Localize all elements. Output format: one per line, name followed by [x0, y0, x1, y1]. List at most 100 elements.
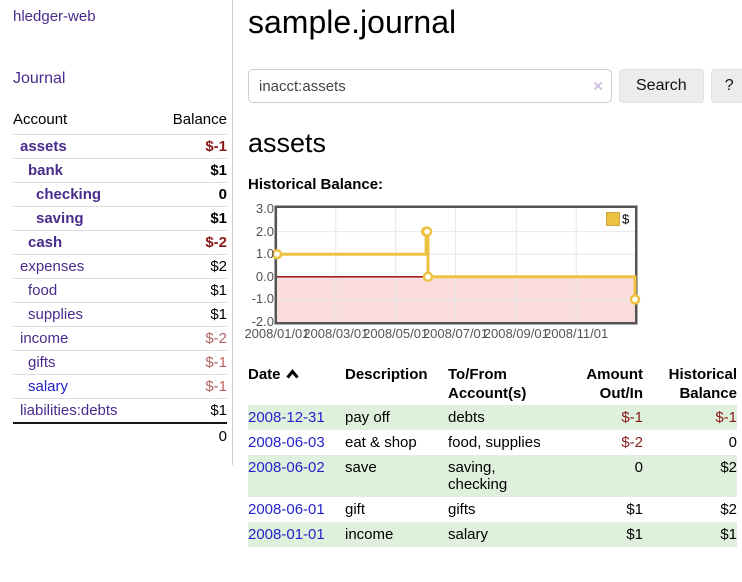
y-axis-tick-label: 2.0 [255, 223, 274, 239]
account-balance: $2 [153, 254, 227, 279]
transaction-amount: 0 [634, 459, 643, 476]
transaction-row: 2008-01-01 income salary $1 $1 [248, 522, 737, 547]
column-label: Date [248, 366, 281, 383]
account-row: assets $-1 [13, 134, 227, 159]
help-button[interactable]: ? [710, 69, 742, 103]
historical-balance-chart[interactable]: $3.0 2.0 1.0 0.0 -1.0 -2.0 2008/01/01 2008/03/0… [244, 201, 688, 350]
x-axis-tick-label: 2008/07/01 [422, 326, 489, 341]
transaction-row: 2008-06-03 eat & shop food, supplies $-2 0 [248, 430, 737, 455]
account-row: checking 0 [13, 182, 227, 207]
account-link-assets[interactable]: assets [20, 138, 67, 155]
transaction-row: 2008-12-31 pay off debts $-1 $-1 [248, 405, 737, 430]
x-axis-tick-label: 2008/01/01 [244, 326, 310, 341]
accounts-header-row: Account Balance [13, 108, 227, 135]
accounts-total-spacer [13, 422, 154, 449]
account-link-cash[interactable]: cash [28, 234, 63, 251]
transaction-description: eat & shop [345, 434, 417, 451]
y-axis-tick-label: 1.0 [255, 246, 274, 262]
account-row: income $-2 [13, 326, 227, 351]
transaction-balance: $-1 [715, 409, 737, 426]
account-row: expenses $2 [13, 254, 227, 279]
transaction-balance: $1 [720, 526, 737, 543]
account-balance: $-1 [153, 134, 227, 159]
sidebar: hledger-web Journal Account Balance asse… [0, 0, 233, 465]
transaction-row: 2008-06-01 gift gifts $1 $2 [248, 497, 737, 522]
x-axis-tick-label: 2008/11/01 [544, 326, 609, 341]
page-title: sample.journal [248, 4, 457, 40]
account-balance: $-1 [153, 374, 227, 399]
search-input[interactable] [248, 69, 612, 103]
main-content: sample.journal × Search ? assets Histori… [233, 0, 742, 547]
transaction-description: pay off [345, 409, 390, 426]
account-balance: 0 [153, 182, 227, 207]
transaction-amount: $1 [626, 501, 643, 518]
transaction-balance: 0 [728, 434, 737, 451]
column-label: Amount Out/In [586, 366, 643, 402]
y-axis-tick-label: 0.0 [255, 268, 274, 284]
legend-swatch [606, 212, 620, 226]
account-row: supplies $1 [13, 302, 227, 327]
account-balance: $-2 [153, 326, 227, 351]
legend-label: $ [622, 212, 630, 227]
accounts-total-value: 0 [153, 422, 227, 449]
transaction-date-link[interactable]: 2008-12-31 [248, 409, 325, 426]
chart-heading: Historical Balance: [248, 176, 384, 193]
column-label: Description [345, 366, 428, 383]
sidebar-nav: Journal [13, 70, 232, 88]
transaction-accounts: gifts [448, 501, 476, 518]
account-link-expenses[interactable]: expenses [20, 258, 85, 275]
column-header-historical: Historical Balance [643, 362, 737, 405]
transaction-date-link[interactable]: 2008-06-03 [248, 434, 325, 451]
account-balance: $-1 [153, 350, 227, 375]
accounts-total-row: 0 [13, 422, 227, 449]
transaction-date-link[interactable]: 2008-01-01 [248, 526, 325, 543]
account-heading: assets [248, 128, 327, 158]
transaction-accounts: salary [448, 526, 489, 543]
transaction-balance: $2 [720, 501, 737, 518]
account-link-supplies[interactable]: supplies [28, 306, 84, 323]
account-link-gifts[interactable]: gifts [28, 354, 56, 371]
search-input-wrap: × [248, 69, 612, 103]
account-link-liabilities-debts[interactable]: liabilities:debts [20, 402, 118, 419]
transaction-date-link[interactable]: 2008-06-02 [248, 459, 325, 476]
y-axis-tick-label: 3.0 [255, 201, 274, 216]
account-row: food $1 [13, 278, 227, 303]
account-balance: $1 [153, 158, 227, 183]
sort-ascending-icon [285, 369, 299, 379]
search-button[interactable]: Search [619, 69, 704, 103]
account-link-saving[interactable]: saving [36, 210, 84, 227]
account-link-salary[interactable]: salary [28, 378, 69, 395]
account-balance: $1 [153, 206, 227, 231]
search-form: × Search ? [248, 69, 742, 103]
account-row: bank $1 [13, 158, 227, 183]
transaction-description: save [345, 459, 377, 476]
clear-search-icon[interactable]: × [593, 76, 603, 96]
x-axis-tick-label: 2008/05/01 [363, 326, 429, 341]
transaction-balance: $2 [720, 459, 737, 476]
balance-column-header: Balance [153, 108, 227, 135]
account-link-food[interactable]: food [28, 282, 58, 299]
transaction-amount: $1 [626, 526, 643, 543]
transaction-date-link[interactable]: 2008-06-01 [248, 501, 325, 518]
account-link-checking[interactable]: checking [36, 186, 102, 203]
column-header-description: Description [345, 362, 448, 405]
account-row: salary $-1 [13, 374, 227, 399]
account-row: cash $-2 [13, 230, 227, 255]
column-label: Historical Balance [668, 366, 737, 402]
chart-canvas: $ [271, 205, 641, 325]
register-table: Date Description To/From Account(s) Amount … [248, 362, 737, 547]
column-header-to-from: To/From Account(s) [448, 362, 560, 405]
nav-journal-link[interactable]: Journal [13, 70, 66, 87]
app-title-link[interactable]: hledger-web [13, 8, 96, 25]
account-row: gifts $-1 [13, 350, 227, 375]
account-balance: $-2 [153, 230, 227, 255]
column-header-date[interactable]: Date [248, 362, 345, 405]
transaction-amount: $-1 [621, 409, 643, 426]
account-row: saving $1 [13, 206, 227, 231]
column-header-amount: Amount Out/In [560, 362, 643, 405]
register-header-row: Date Description To/From Account(s) Amount … [248, 362, 737, 405]
account-link-income[interactable]: income [20, 330, 69, 347]
transaction-description: gift [345, 501, 366, 518]
account-balance: $1 [153, 398, 227, 424]
account-link-bank[interactable]: bank [28, 162, 64, 179]
